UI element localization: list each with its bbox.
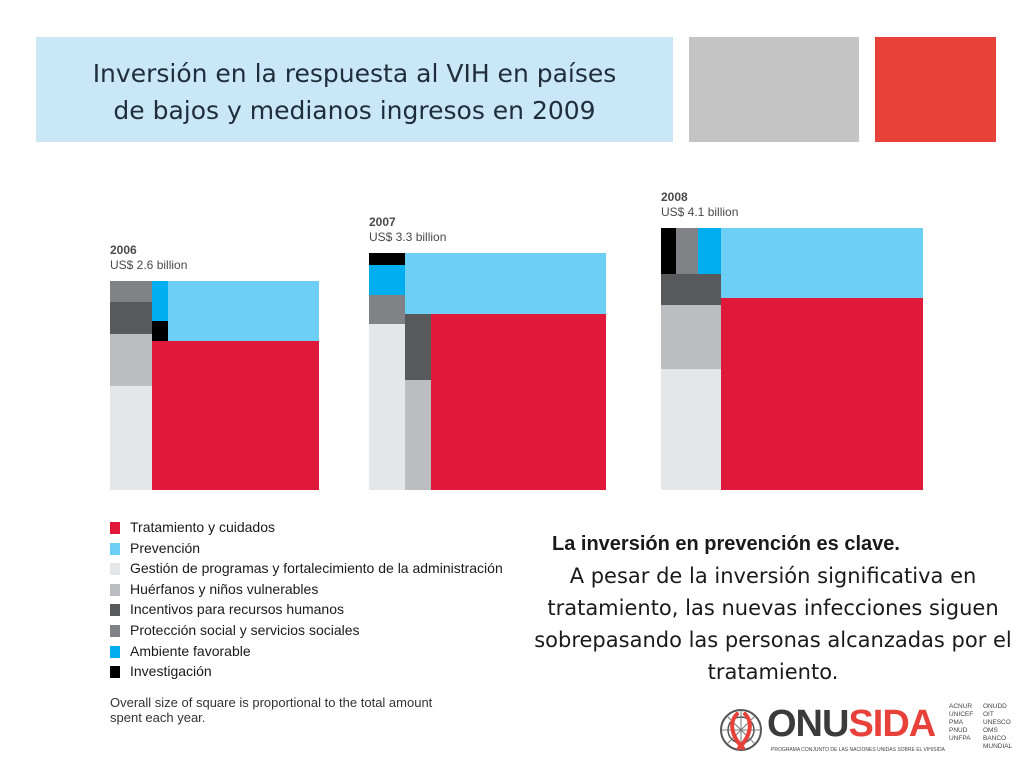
slide-title-line-1: Inversión en la respuesta al VIH en país… (92, 59, 617, 88)
logo-wordmark: ONUSIDA (767, 703, 936, 745)
treemap-cell (110, 281, 152, 302)
legend-item: Protección social y servicios sociales (110, 620, 503, 641)
cosponsor-name: ONUDD (983, 703, 1007, 710)
legend-swatch (110, 645, 120, 658)
legend-label: Protección social y servicios sociales (130, 621, 360, 638)
treemap-cell (676, 228, 698, 274)
chart-note: Overall size of square is proportional t… (110, 695, 433, 725)
treemap-cell (661, 369, 721, 490)
treemap-cell (152, 321, 168, 341)
legend-label: Ambiente favorable (130, 642, 251, 659)
treemap-cell (721, 298, 923, 490)
legend-label: Tratamiento y cuidados (130, 519, 275, 535)
year-label: 2008 (661, 190, 688, 204)
treemap-cell (431, 314, 606, 490)
logo-wordmark-sida: SIDA (848, 703, 936, 745)
cosponsor-name: PNUD (949, 727, 968, 734)
legend-swatch (110, 583, 120, 596)
treemap-cell (110, 302, 152, 334)
legend-item: Gestión de programas y fortalecimiento d… (110, 558, 503, 579)
year-label: 2007 (369, 215, 396, 229)
cosponsor-name: OIT (983, 711, 994, 718)
treemap-cell (661, 274, 721, 305)
legend-swatch (110, 624, 120, 637)
legend-label: Investigación (130, 663, 212, 680)
treemap-cell (152, 281, 168, 321)
cosponsor-name: OMS (983, 727, 998, 734)
total-amount-label: US$ 3.3 billion (369, 230, 446, 244)
legend-swatch (110, 666, 120, 679)
message-body: A pesar de la inversión significativa en… (534, 564, 1012, 684)
legend-swatch (110, 522, 120, 534)
treemap-cell (405, 314, 431, 380)
un-emblem-icon (720, 709, 762, 751)
slide-title-line-2: de bajos y medianos ingresos en 2009 (113, 96, 596, 125)
legend-label: Gestión de programas y fortalecimiento d… (130, 560, 503, 577)
treemap-cell (721, 228, 923, 298)
year-label: 2006 (110, 243, 137, 257)
slide-title: Inversión en la respuesta al VIH en país… (36, 55, 673, 129)
treemap-cell (369, 324, 405, 490)
treemap-cell (152, 341, 319, 490)
legend-item: Huérfanos y niños vulnerables (110, 579, 503, 600)
chart-legend: Tratamiento y cuidados Prevención Gestión … (110, 517, 503, 682)
treemap-cell (110, 386, 152, 490)
cosponsors-column-2: ONUDD OIT UNESCO OMS BANCO MUNDIAL (983, 703, 1022, 751)
treemap-cell (369, 253, 405, 265)
treemap-cell (110, 334, 152, 386)
treemap-cell (661, 228, 676, 274)
legend-item: Incentivos para recursos humanos (110, 599, 503, 620)
legend-swatch (110, 604, 120, 617)
legend-item: Investigación (110, 661, 503, 682)
cosponsor-name: ACNUR (949, 703, 973, 710)
treemap-cell (405, 380, 431, 490)
total-amount-label: US$ 4.1 billion (661, 205, 738, 219)
legend-swatch (110, 563, 120, 576)
cosponsor-name: UNESCO (983, 719, 1011, 726)
treemap-cell (168, 281, 319, 341)
treemap-cell (369, 295, 405, 324)
logo-wordmark-onu: ONU (767, 703, 849, 745)
title-panel: Inversión en la respuesta al VIH en país… (36, 37, 673, 142)
treemap-cell (369, 265, 405, 295)
logo-subtitle: PROGRAMA CONJUNTO DE LAS NACIONES UNIDAS… (771, 747, 945, 753)
decorative-gray-block (689, 37, 859, 142)
cosponsor-name: PMA (949, 719, 964, 726)
legend-item: Ambiente favorable (110, 641, 503, 662)
onusida-logo: ONUSIDA PROGRAMA CONJUNTO DE LAS NACIONE… (717, 700, 1022, 760)
decorative-red-block (875, 37, 996, 142)
cosponsor-name: UNICEF (949, 711, 974, 718)
cosponsor-name: BANCO MUNDIAL (983, 735, 1013, 750)
legend-item: Tratamiento y cuidados (110, 517, 503, 538)
legend-label: Prevención (130, 539, 201, 556)
cosponsor-name: UNFPA (949, 735, 971, 742)
message-title: La inversión en prevención es clave. (552, 533, 900, 555)
treemap-cell (661, 305, 721, 369)
cosponsors-column-1: ACNUR UNICEF PMA PNUD UNFPA (949, 703, 973, 743)
treemap-cell (405, 253, 606, 314)
total-amount-label: US$ 2.6 billion (110, 258, 187, 272)
legend-swatch (110, 542, 120, 555)
legend-label: Incentivos para recursos humanos (130, 601, 344, 618)
treemap-cell (698, 228, 721, 274)
legend-label: Huérfanos y niños vulnerables (130, 580, 319, 597)
legend-item: Prevención (110, 538, 503, 559)
